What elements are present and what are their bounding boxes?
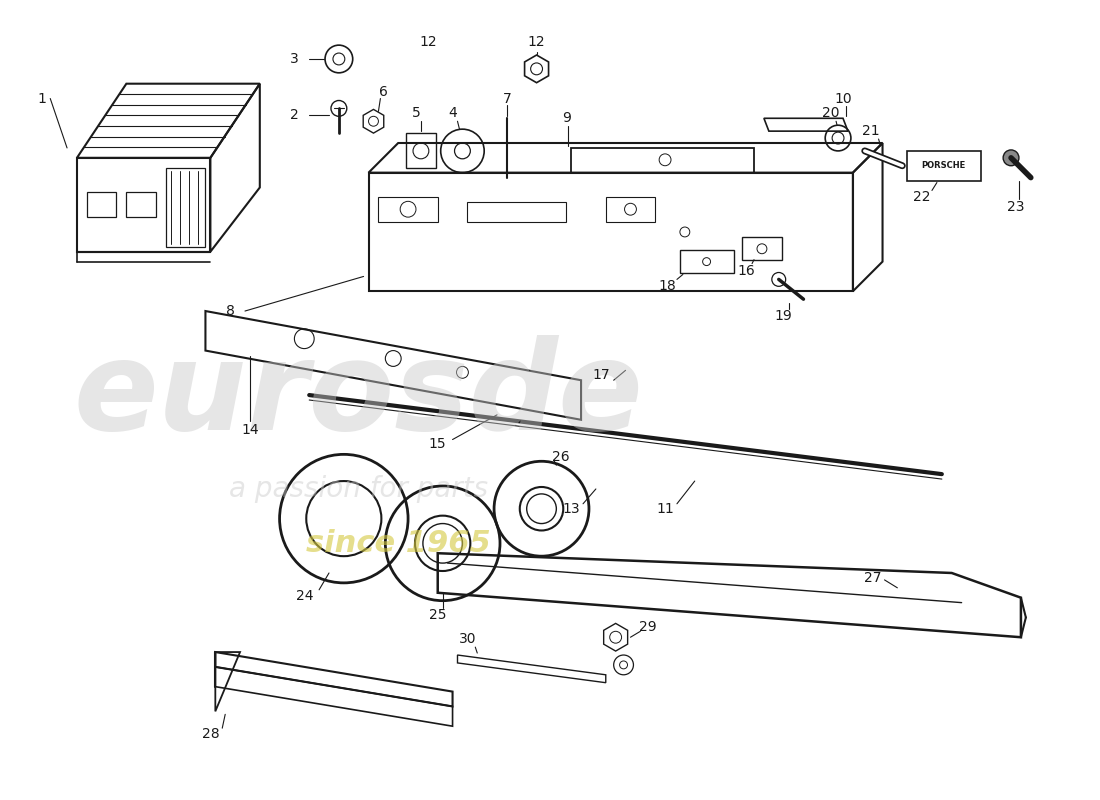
Text: 12: 12 [419, 35, 437, 49]
Text: 28: 28 [201, 727, 219, 741]
Text: 9: 9 [562, 111, 571, 126]
Text: 7: 7 [503, 91, 512, 106]
Text: 3: 3 [290, 52, 299, 66]
Text: 13: 13 [562, 502, 580, 516]
Text: eurosde: eurosde [74, 334, 644, 455]
Text: 10: 10 [834, 91, 851, 106]
Text: 23: 23 [1008, 200, 1025, 214]
Text: 6: 6 [378, 85, 388, 98]
Text: 15: 15 [429, 438, 447, 451]
Text: 17: 17 [592, 368, 609, 382]
Text: 4: 4 [448, 106, 456, 120]
Circle shape [1003, 150, 1019, 166]
Text: 11: 11 [657, 502, 674, 516]
Text: 8: 8 [226, 304, 234, 318]
Text: 16: 16 [737, 265, 755, 278]
Text: 27: 27 [864, 571, 881, 585]
Text: 5: 5 [411, 106, 420, 120]
Text: 22: 22 [913, 190, 931, 204]
Text: since 1965: since 1965 [306, 529, 491, 558]
Text: 20: 20 [823, 106, 840, 120]
Text: 21: 21 [862, 124, 880, 138]
Text: 26: 26 [552, 450, 570, 464]
Text: 12: 12 [528, 35, 546, 49]
Text: 19: 19 [774, 309, 793, 323]
Text: 24: 24 [296, 589, 314, 602]
Text: 29: 29 [639, 620, 657, 634]
Text: PORSCHE: PORSCHE [922, 162, 966, 170]
Text: 25: 25 [429, 609, 447, 622]
Text: 1: 1 [37, 91, 47, 106]
Text: a passion for parts: a passion for parts [229, 475, 488, 503]
Text: 30: 30 [459, 632, 476, 646]
Text: 2: 2 [290, 108, 299, 122]
Text: 14: 14 [241, 422, 258, 437]
Text: 18: 18 [658, 279, 675, 294]
